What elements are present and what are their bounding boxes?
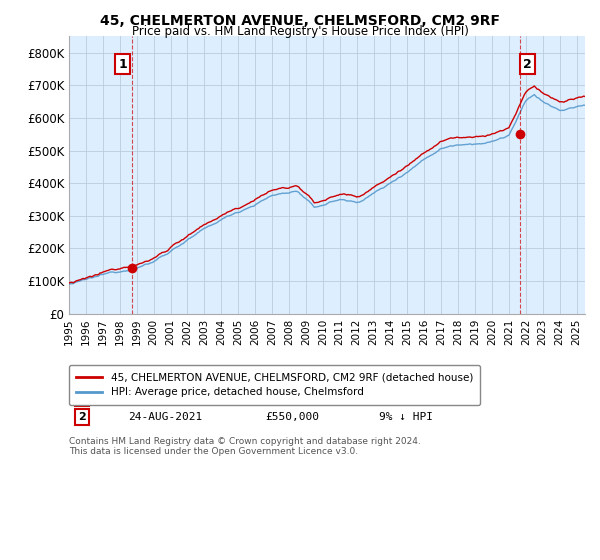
Text: 5% ↓ HPI: 5% ↓ HPI (379, 393, 433, 403)
Text: Price paid vs. HM Land Registry's House Price Index (HPI): Price paid vs. HM Land Registry's House … (131, 25, 469, 38)
Text: 1: 1 (78, 393, 86, 403)
Text: 45, CHELMERTON AVENUE, CHELMSFORD, CM2 9RF: 45, CHELMERTON AVENUE, CHELMSFORD, CM2 9… (100, 14, 500, 28)
Text: 9% ↓ HPI: 9% ↓ HPI (379, 412, 433, 422)
Text: 23-SEP-1998: 23-SEP-1998 (128, 393, 203, 403)
Text: Contains HM Land Registry data © Crown copyright and database right 2024.
This d: Contains HM Land Registry data © Crown c… (69, 437, 421, 456)
Text: 2: 2 (78, 412, 86, 422)
Text: 2: 2 (523, 58, 532, 71)
Legend: 45, CHELMERTON AVENUE, CHELMSFORD, CM2 9RF (detached house), HPI: Average price,: 45, CHELMERTON AVENUE, CHELMSFORD, CM2 9… (69, 365, 481, 405)
Text: 24-AUG-2021: 24-AUG-2021 (128, 412, 203, 422)
Text: £550,000: £550,000 (265, 412, 319, 422)
Text: 1: 1 (118, 58, 127, 71)
Text: £139,000: £139,000 (265, 393, 319, 403)
